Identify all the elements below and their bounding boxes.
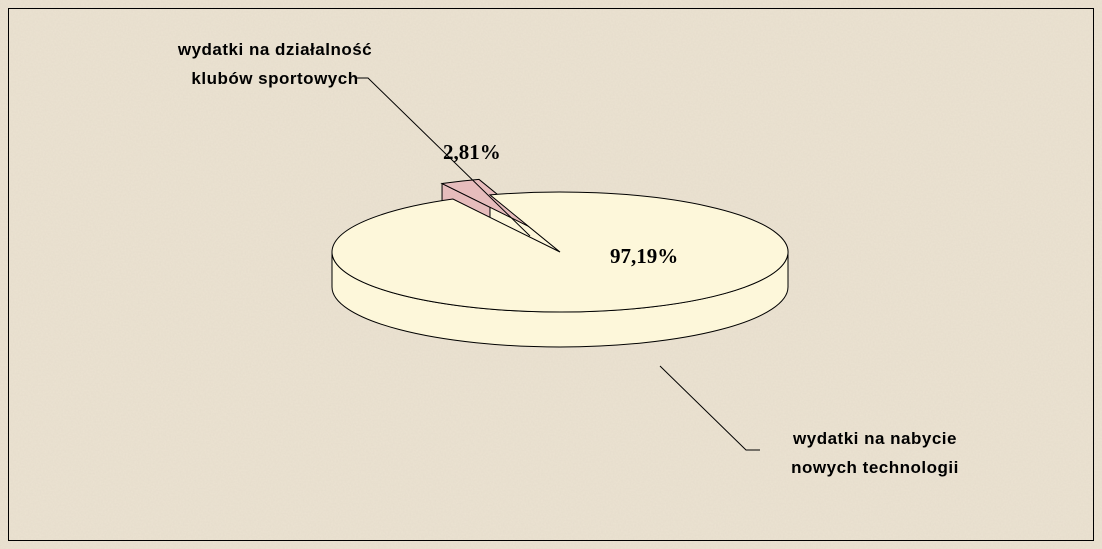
value-label: 2,81% [443, 140, 501, 164]
slice [331, 191, 789, 313]
frame [8, 8, 1094, 541]
leader-line [356, 77, 531, 237]
category-label: wydatki na działalność klubów sportowych [177, 40, 373, 88]
value-label: 97,19% [610, 244, 679, 268]
pie [331, 178, 789, 348]
category-label: wydatki na nabycie nowych technologii [791, 429, 959, 477]
slice [440, 178, 550, 237]
leader-line [659, 365, 760, 451]
